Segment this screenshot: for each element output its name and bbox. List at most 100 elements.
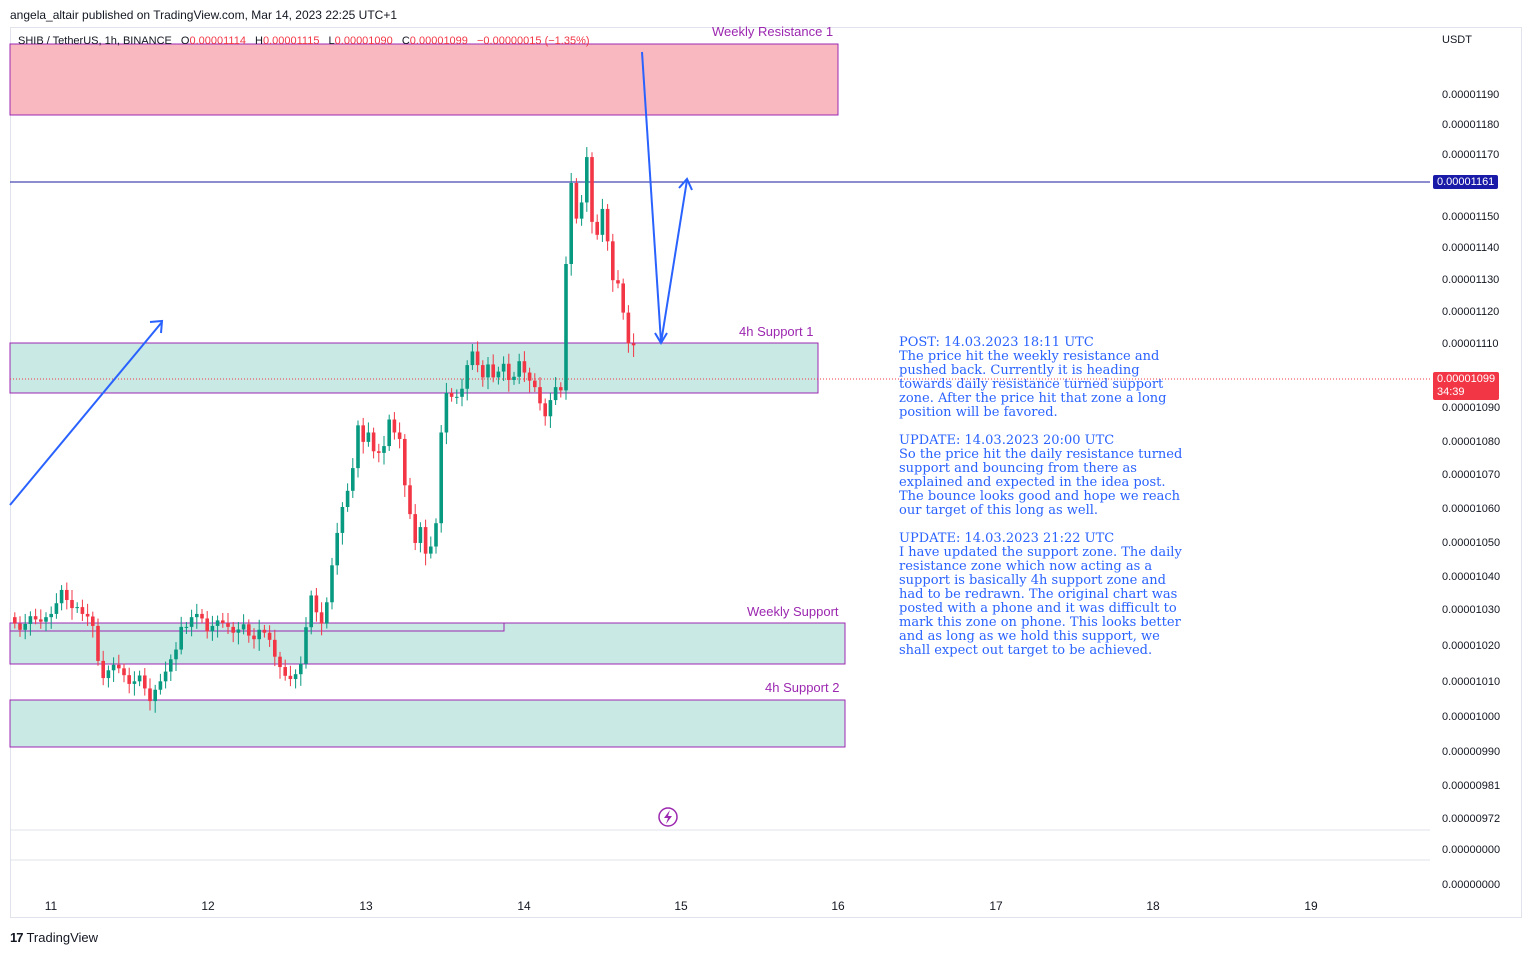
y-tick-label: 0.00001020 — [1442, 640, 1501, 652]
y-tick-label: 0.00001080 — [1442, 436, 1501, 448]
candle-body — [75, 607, 79, 609]
candle-body — [491, 364, 495, 378]
candle-body — [507, 363, 511, 380]
candle-body — [621, 283, 625, 313]
candle-body — [241, 624, 246, 630]
y-tick-label: 0.00001190 — [1442, 89, 1500, 101]
candle-body — [449, 392, 454, 397]
candle-body — [533, 380, 537, 388]
candle-body — [184, 626, 189, 628]
x-tick-label: 13 — [359, 899, 373, 913]
candle-body — [408, 485, 412, 515]
candle-body — [325, 602, 329, 624]
candle-body — [397, 432, 402, 439]
y-tick-label: 0.00001130 — [1442, 274, 1500, 286]
candle-body — [527, 372, 532, 381]
candle-body — [387, 419, 391, 447]
candle-body — [569, 183, 573, 264]
chart-frame — [10, 27, 1522, 918]
y-tick-label: 0.00001060 — [1442, 503, 1501, 515]
candle-body — [330, 565, 334, 603]
x-tick-label: 16 — [831, 899, 845, 913]
chart-legend: SHIB / TetherUS, 1h, BINANCE O0.00001114… — [18, 35, 590, 47]
candle-body — [221, 620, 225, 623]
candle-body — [205, 618, 209, 632]
arrow-left-up[interactable] — [9, 319, 164, 506]
candle-body — [590, 157, 594, 222]
y-tick-label: 0.00000000 — [1442, 879, 1501, 891]
support-4h-2-label: 4h Support 2 — [765, 680, 840, 695]
last-price-badge: 0.00001099 34:39 — [1433, 372, 1500, 400]
weekly-support-zone[interactable] — [9, 622, 846, 665]
y-tick-label: 0.00000981 — [1442, 780, 1501, 792]
idea-note[interactable]: POST: 14.03.2023 18:11 UTC The price hit… — [899, 336, 1189, 672]
candle-body — [356, 425, 360, 469]
lightning-icon[interactable] — [658, 807, 678, 827]
y-tick-label: 0.00001150 — [1442, 211, 1500, 223]
countdown-value: 34:39 — [1437, 386, 1465, 398]
candle-body — [54, 603, 59, 614]
candle-body — [117, 664, 121, 669]
currency-label: USDT — [1442, 34, 1472, 46]
candle-body — [96, 625, 100, 661]
legend-symbol[interactable]: SHIB / TetherUS, 1h, BINANCE — [18, 35, 172, 47]
candle-body — [195, 613, 199, 618]
y-tick-label: 0.00000000 — [1442, 844, 1501, 856]
legend-close-label: C — [401, 35, 410, 47]
candle-body — [600, 208, 605, 235]
arrow-up[interactable] — [660, 177, 693, 344]
line-price-badge: 0.00001161 — [1433, 175, 1499, 189]
candle-body — [496, 371, 501, 378]
y-tick-label: 0.00001180 — [1442, 119, 1500, 131]
legend-change: −0.00000015 (−1.35%) — [476, 35, 590, 47]
candle-body — [465, 365, 469, 389]
legend-high-value: 0.00001115 — [262, 35, 320, 47]
candle-body — [429, 546, 433, 554]
candle-body — [309, 595, 313, 628]
candle-body — [611, 241, 615, 281]
candles — [13, 147, 636, 713]
candle-body — [70, 599, 74, 609]
candle-body — [548, 400, 553, 417]
candle-body — [335, 532, 339, 566]
legend-close-value: 0.00001099 — [409, 35, 468, 47]
candle-body — [559, 387, 563, 391]
support-4h-1-label: 4h Support 1 — [739, 324, 814, 339]
weekly-resistance-label: Weekly Resistance 1 — [712, 24, 834, 39]
candle-body — [106, 670, 111, 679]
weekly-resistance-zone[interactable] — [9, 43, 839, 116]
candle-body — [481, 365, 485, 378]
tradingview-logo[interactable]: 17 TradingView — [10, 930, 98, 945]
candle-body — [299, 663, 303, 675]
candle-body — [158, 681, 163, 690]
note-update-2: UPDATE: 14.03.2023 21:22 UTC I have upda… — [899, 531, 1182, 658]
x-tick-label: 14 — [517, 899, 531, 913]
x-tick-label: 11 — [44, 899, 58, 913]
candle-body — [132, 681, 137, 684]
candle-body — [501, 363, 506, 372]
weekly-support-thin-zone[interactable] — [9, 622, 505, 632]
candle-body — [361, 425, 365, 442]
candle-body — [418, 527, 423, 543]
candle-body — [304, 627, 308, 664]
candle-body — [28, 616, 33, 624]
candle-body — [252, 635, 256, 640]
candle-body — [626, 312, 631, 344]
candle-body — [13, 617, 17, 624]
candle-body — [23, 623, 27, 630]
candle-body — [319, 612, 324, 624]
candle-body — [314, 595, 319, 613]
support-4h-1-zone[interactable] — [9, 342, 819, 394]
candle-body — [59, 589, 64, 604]
x-tick-label: 15 — [674, 899, 688, 913]
candle-body — [434, 523, 438, 547]
candle-body — [262, 629, 267, 633]
candle-body — [486, 364, 490, 378]
candle-body — [455, 396, 459, 398]
candle-body — [200, 613, 204, 619]
candle-body — [470, 351, 475, 366]
candle-body — [423, 527, 428, 554]
candle-body — [553, 387, 558, 401]
support-4h-2-zone[interactable] — [9, 699, 846, 748]
